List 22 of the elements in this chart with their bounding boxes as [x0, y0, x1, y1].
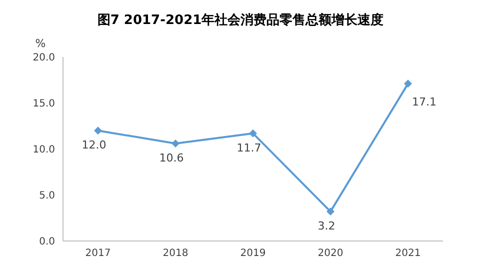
y-tick-label: 15.0	[32, 98, 55, 110]
data-label: 12.0	[82, 138, 106, 152]
data-label: 10.6	[159, 151, 184, 164]
data-label: 11.7	[236, 141, 262, 154]
point	[249, 129, 257, 138]
data-label: 17.1	[412, 96, 436, 109]
y-tick-label: 5.0	[39, 190, 55, 202]
point	[172, 139, 180, 148]
point	[94, 126, 102, 135]
y-tick-label: 10.0	[32, 144, 55, 156]
x-tick-label: 2017	[85, 248, 111, 260]
x-tick-label: 2019	[240, 248, 266, 260]
chart-title: 图7 2017-2021年社会消费品零售总额增长速度	[96, 12, 385, 30]
y-tick-label: 20.0	[32, 52, 55, 64]
y-axis-title: %	[35, 37, 46, 50]
y-tick-label: 0.0	[39, 236, 55, 248]
x-tick-label: 2018	[162, 248, 188, 260]
point	[404, 80, 412, 88]
x-tick-label: 2020	[318, 248, 344, 260]
data-label: 3.2	[318, 220, 336, 233]
point	[326, 208, 334, 216]
x-tick-label: 2021	[395, 248, 421, 260]
